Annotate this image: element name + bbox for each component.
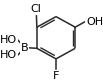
Text: HO: HO bbox=[0, 35, 17, 45]
Text: HO: HO bbox=[0, 50, 17, 60]
Text: F: F bbox=[53, 71, 59, 81]
Text: Cl: Cl bbox=[30, 4, 41, 14]
Text: B: B bbox=[21, 43, 28, 53]
Text: OH: OH bbox=[86, 17, 103, 27]
